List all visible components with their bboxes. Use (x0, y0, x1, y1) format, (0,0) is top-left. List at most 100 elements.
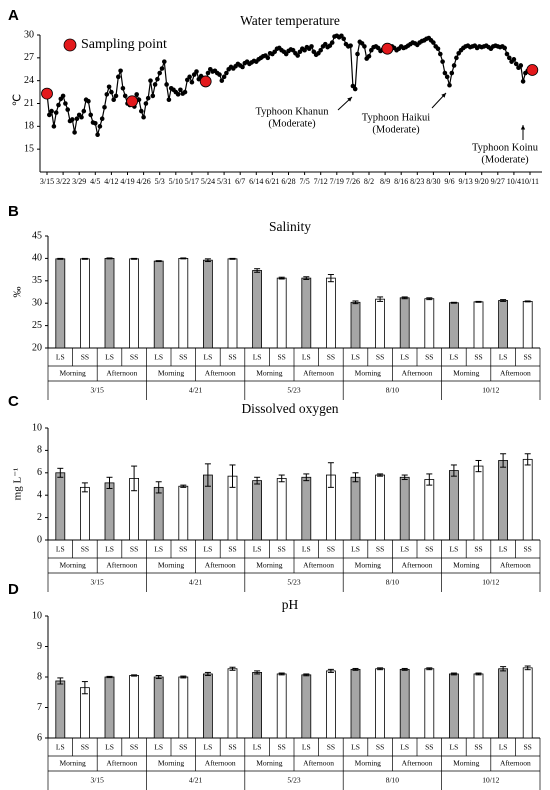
temperature-point (362, 44, 367, 49)
series-label: LS (105, 545, 114, 554)
series-label: SS (425, 743, 433, 752)
bar (473, 465, 484, 541)
series-label: SS (81, 353, 89, 362)
time-label: Afternoon (402, 369, 433, 378)
temperature-point (109, 89, 114, 95)
x-tick-label: 6/7 (235, 177, 245, 186)
temperature-point (511, 57, 517, 62)
x-tick-label: 7/26 (346, 177, 360, 186)
series-label: LS (105, 353, 114, 362)
series-label: LS (450, 353, 459, 362)
temperature-point (86, 98, 91, 104)
series-label: SS (179, 743, 187, 752)
series-label: SS (376, 743, 384, 752)
temperature-point (51, 124, 57, 129)
date-label: 4/21 (189, 386, 203, 395)
temperature-point (111, 97, 116, 102)
temperature-point (187, 74, 192, 80)
temperature-point (164, 82, 169, 87)
temperature-point (88, 112, 93, 118)
date-label: 10/12 (482, 578, 499, 587)
temperature-point (348, 43, 353, 48)
time-label: Morning (158, 561, 185, 570)
series-label: SS (425, 353, 433, 362)
y-tick-label: 8 (37, 445, 42, 456)
temperature-point (116, 74, 121, 80)
series-label: SS (278, 353, 286, 362)
series-label: LS (253, 353, 262, 362)
chart-title: Salinity (269, 219, 311, 234)
time-label: Morning (355, 759, 382, 768)
legend-label: Sampling point (81, 37, 167, 52)
panel-letter: B (8, 203, 19, 220)
x-tick-label: 7/19 (330, 177, 344, 186)
series-label: LS (302, 545, 311, 554)
bar (153, 676, 164, 739)
temperature-point (352, 86, 358, 92)
bar (399, 668, 410, 739)
time-label: Morning (453, 369, 480, 378)
date-label: 8/10 (386, 386, 400, 395)
x-tick-label: 9/13 (458, 177, 472, 186)
series-label: LS (400, 545, 409, 554)
series-label: SS (524, 545, 532, 554)
x-tick-label: 8/23 (410, 177, 424, 186)
bar (178, 676, 189, 739)
series-label: SS (130, 353, 138, 362)
temperature-point (217, 72, 222, 77)
series-label: SS (81, 743, 89, 752)
series-label: LS (204, 545, 213, 554)
temperature-point (265, 55, 271, 61)
temperature-point (118, 68, 123, 74)
sampling-point (381, 42, 394, 55)
y-axis-label: mg L⁻¹ (12, 468, 24, 501)
x-tick-label: 6/21 (265, 177, 279, 186)
temperature-point (295, 53, 301, 58)
temperature-point (447, 82, 452, 88)
y-axis-label: ℃ (12, 94, 24, 106)
bar (473, 301, 484, 349)
x-tick-label: 6/14 (249, 177, 263, 186)
sampling-point (526, 64, 539, 76)
temperature-point (102, 105, 107, 110)
temperature-point (442, 70, 448, 76)
bar (301, 476, 312, 541)
time-label: Morning (158, 759, 185, 768)
series-label: LS (56, 545, 65, 554)
y-tick-label: 6 (37, 732, 42, 743)
temperature-point (219, 78, 225, 83)
y-tick-label: 7 (37, 702, 42, 713)
time-label: Morning (453, 561, 480, 570)
temperature-point (309, 44, 314, 49)
temperature-point (454, 55, 459, 61)
temperature-point (113, 93, 119, 99)
bar (424, 298, 435, 349)
y-tick-label: 0 (37, 534, 42, 545)
chart-title: Dissolved oxygen (241, 401, 338, 416)
time-label: Afternoon (500, 369, 531, 378)
date-label: 8/10 (386, 776, 400, 785)
time-label: Morning (158, 369, 185, 378)
series-label: SS (179, 353, 187, 362)
time-label: Morning (256, 759, 283, 768)
bar (276, 673, 287, 739)
temperature-point (194, 69, 199, 74)
temperature-point (502, 45, 508, 51)
arrow-head (441, 93, 446, 98)
temperature-point (65, 107, 70, 112)
bar (252, 672, 263, 739)
time-label: Afternoon (402, 759, 433, 768)
temperature-point (520, 79, 526, 84)
series-label: SS (376, 545, 384, 554)
temperature-point (122, 93, 128, 99)
temperature-point (451, 63, 457, 68)
series-label: LS (204, 743, 213, 752)
bar (178, 257, 189, 349)
series-label: SS (524, 743, 532, 752)
x-tick-label: 8/2 (364, 177, 374, 186)
temperature-point (134, 92, 139, 97)
bar (350, 301, 361, 349)
temperature-point (152, 82, 158, 87)
bar (301, 277, 312, 349)
